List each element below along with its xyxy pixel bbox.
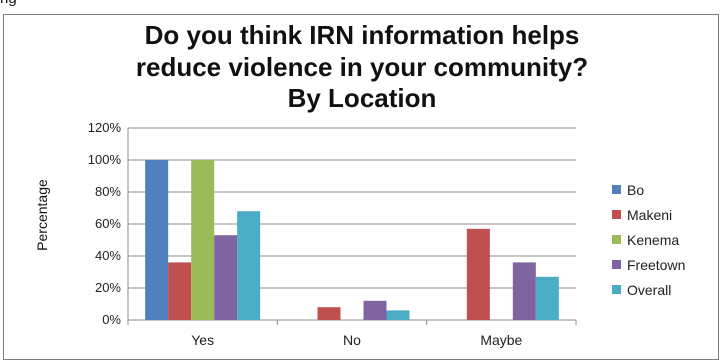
y-tick-label: 20% [95,280,121,295]
bar [214,235,238,320]
legend-label: Overall [627,281,672,298]
bar [386,310,410,320]
x-tick-label: Yes [191,332,214,348]
y-axis-label: Percentage [34,179,50,251]
x-tick-label: Maybe [480,332,522,348]
bar [363,300,387,320]
bar [191,160,215,320]
bar [237,211,261,320]
partial-text: ng [0,0,724,14]
y-tick-label: 80% [95,184,121,199]
y-tick-label: 120% [88,120,122,135]
bar [535,276,559,320]
legend-item: Kenema [612,227,716,252]
y-tick-label: 100% [88,152,122,167]
bar [145,160,169,320]
legend-label: Freetown [627,256,686,273]
legend-swatch [612,235,621,244]
legend-label: Makeni [627,206,673,223]
legend-swatch [612,185,621,194]
legend-swatch [612,210,621,219]
legend-label: Bo [627,181,645,198]
legend: Bo Makeni Kenema Freetown Overall [612,177,716,302]
y-tick-label: 60% [95,216,121,231]
legend-swatch [612,260,621,269]
legend-item: Bo [612,177,716,202]
legend-label: Kenema [627,231,680,248]
x-tick-label: No [343,332,361,348]
legend-swatch [612,285,621,294]
y-tick-label: 0% [102,312,121,327]
chart-title-line-3: By Location [287,83,437,113]
legend-item: Overall [612,277,716,302]
y-tick-label: 40% [95,248,121,263]
legend-item: Makeni [612,202,716,227]
bar [466,228,490,320]
chart-title-line-2: reduce violence in your community? [135,52,589,82]
bar [317,307,341,320]
chart-area [3,14,719,360]
bar [512,262,536,320]
bar [168,262,192,320]
legend-item: Freetown [612,252,716,277]
chart-title-line-1: Do you think IRN information helps [144,20,580,50]
